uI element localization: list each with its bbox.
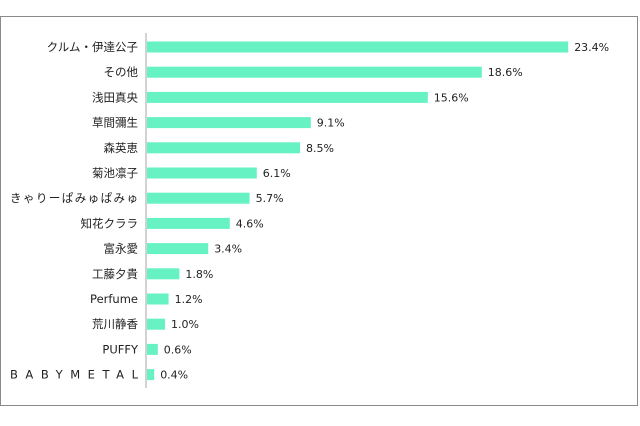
category-label: きゃりーぱみゅぱみゅ: [10, 191, 138, 205]
bar: [147, 243, 209, 255]
value-label: 6.1%: [263, 167, 291, 180]
value-label: 9.1%: [317, 117, 345, 130]
category-label: クルム・伊達公子: [47, 40, 138, 54]
value-label: 5.7%: [256, 192, 284, 205]
value-label: 23.4%: [574, 41, 609, 54]
category-label: 工藤夕貴: [92, 267, 138, 281]
category-label: PUFFY: [102, 342, 139, 356]
value-label: 4.6%: [236, 217, 264, 230]
bar: [147, 91, 428, 103]
category-label: 知花クララ: [81, 216, 139, 230]
bar: [147, 192, 250, 204]
bar: [147, 293, 169, 305]
category-label: 富永愛: [104, 242, 139, 256]
category-label: 森英恵: [104, 141, 139, 155]
category-label: Perfume: [90, 292, 138, 306]
bar: [147, 343, 158, 355]
bar: [147, 369, 155, 381]
bar: [147, 117, 311, 129]
category-label: その他: [104, 65, 139, 79]
value-label: 1.0%: [171, 318, 199, 331]
category-label: 菊池凛子: [92, 166, 138, 180]
bar: [147, 167, 257, 179]
bar: [147, 217, 230, 229]
bar: [147, 268, 180, 280]
category-label: 草間彌生: [92, 116, 138, 130]
value-label: 18.6%: [488, 66, 523, 79]
bar: [147, 41, 569, 53]
value-label: 15.6%: [434, 91, 469, 104]
bar: [147, 318, 165, 330]
value-label: 1.2%: [175, 293, 203, 306]
value-label: 8.5%: [306, 142, 334, 155]
value-label: 3.4%: [214, 243, 242, 256]
category-label: 浅田真央: [92, 90, 138, 104]
category-label: BABYMETAL: [10, 368, 139, 382]
chart-frame: [0, 16, 638, 406]
bar: [147, 142, 300, 154]
value-label: 1.8%: [185, 268, 213, 281]
value-label: 0.4%: [160, 369, 188, 382]
value-label: 0.6%: [164, 343, 192, 356]
bar: [147, 66, 482, 78]
category-label: 荒川静香: [92, 317, 138, 331]
